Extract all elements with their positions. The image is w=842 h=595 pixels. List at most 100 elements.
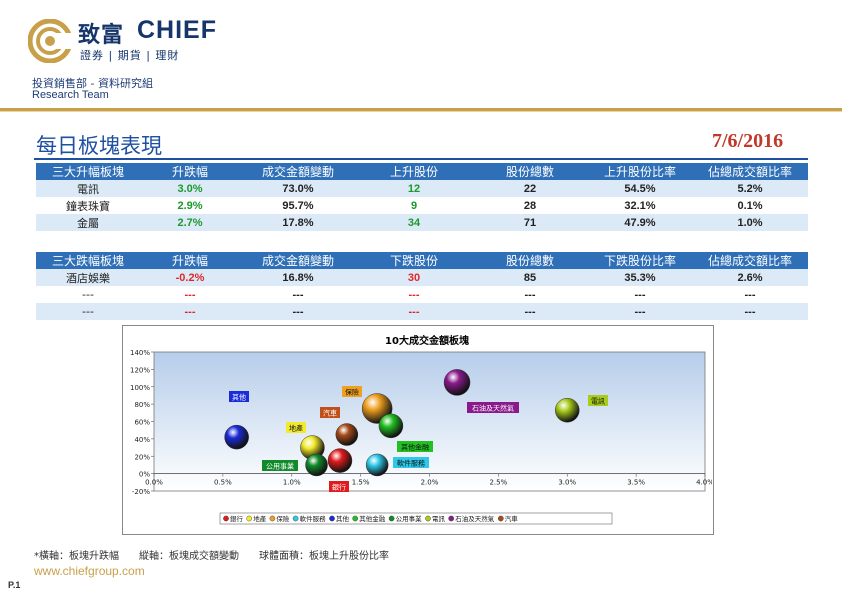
top-losers-table: 三大跌幅板塊 升跌幅 成交金額變動 下跌股份 股份總數 下跌股份比率 佔總成交額… <box>36 252 808 320</box>
column-header: 三大跌幅板塊 <box>36 252 140 269</box>
bubble-label-box <box>262 460 298 471</box>
legend-label: 石油及天然氣 <box>455 514 495 523</box>
table-row: 金屬 2.7% 17.8% 34 71 47.9% 1.0% <box>36 214 808 231</box>
advancing-ratio-cell: 32.1% <box>624 199 656 212</box>
x-tick-label: 4.0% <box>696 479 712 487</box>
page-title: 每日板塊表現 <box>36 134 162 158</box>
declining-count-cell: 30 <box>356 269 472 286</box>
bubble-label-0: 其他 <box>229 391 249 402</box>
turnover-change-cell: 16.8% <box>240 269 356 286</box>
bubble-5 <box>378 413 404 439</box>
page-number: P.1 <box>8 580 21 590</box>
x-tick-label: 3.0% <box>558 479 576 487</box>
website-link[interactable]: www.chiefgroup.com <box>34 564 145 578</box>
bubble-label-text: 軟件服務 <box>397 459 425 468</box>
title-divider <box>34 158 808 160</box>
advancing-ratio-cell: 54.5% <box>588 180 692 197</box>
sector-bubble-chart: 10大成交金額板塊 140% 120% 100% 80% 60% 40% 20% 0% -20%… <box>130 334 712 525</box>
change-cell: 2.9% <box>177 199 203 212</box>
total-count-cell: 85 <box>472 269 588 286</box>
bubble-label-9: 銀行 <box>329 481 349 492</box>
bubble-0 <box>327 448 353 473</box>
total-count-cell: 71 <box>472 214 588 231</box>
column-header: 成交金額變動 <box>240 163 356 180</box>
bubble-label-text: 汽車 <box>323 409 337 418</box>
change-cell: --- <box>184 288 196 301</box>
column-header: 下跌股份 <box>356 252 472 269</box>
advancing-count-cell: 9 <box>410 199 418 212</box>
total-count-cell: --- <box>472 303 588 320</box>
sector-name: 酒店娛樂 <box>36 269 140 286</box>
column-header: 佔總成交額比率 <box>692 163 808 180</box>
column-header: 成交金額變動 <box>240 252 356 269</box>
sector-name: --- <box>36 303 140 320</box>
declining-ratio-cell: --- <box>588 303 692 320</box>
legend-label: 公用事業 <box>396 514 423 523</box>
bubble-label-box <box>329 481 349 492</box>
bubble-label-text: 石油及天然氣 <box>472 404 514 413</box>
column-header: 上升股份 <box>356 163 472 180</box>
legend-marker <box>246 515 252 522</box>
chart-legend <box>219 512 613 525</box>
column-header: 上升股份比率 <box>588 163 692 180</box>
legend-label: 其他 <box>336 514 350 523</box>
column-header: 升跌幅 <box>140 252 240 269</box>
header-divider-light <box>0 111 842 112</box>
top-gainers-table: 三大升幅板塊 升跌幅 成交金額變動 上升股份 股份總數 上升股份比率 佔總成交額… <box>36 163 808 231</box>
turnover-change-cell: 73.0% <box>240 180 356 197</box>
y-tick-label: 60% <box>134 419 150 427</box>
legend-label: 軟件服務 <box>300 514 327 523</box>
table-header-row: 三大跌幅板塊 升跌幅 成交金額變動 下跌股份 股份總數 下跌股份比率 佔總成交額… <box>36 252 808 269</box>
bubble-3 <box>365 453 389 477</box>
sector-name: 鐘表珠寶 <box>66 199 110 213</box>
advancing-ratio-cell: 47.9% <box>588 214 692 231</box>
brand-english-name: CHIEF <box>137 16 217 44</box>
bubble-label-1: 保險 <box>342 386 362 397</box>
legend-marker <box>292 515 299 522</box>
bubble-label-8: 軟件服務 <box>393 457 429 468</box>
declining-count-cell: --- <box>408 288 420 301</box>
bubble-label-box <box>229 391 249 402</box>
x-tick-label: 2.5% <box>489 479 507 487</box>
turnover-share-cell: 0.1% <box>737 199 763 212</box>
bubble-label-box <box>588 395 608 406</box>
bubble-label-text: 其他 <box>232 393 246 402</box>
bubble-label-box <box>320 407 340 418</box>
department-label: 投資銷售部 - 資料研究組 <box>32 77 153 90</box>
bubble-label-7: 公用事業 <box>262 460 298 471</box>
legend-marker <box>352 515 358 522</box>
bubble-label-box <box>286 422 306 433</box>
total-count-cell: 22 <box>472 180 588 197</box>
y-tick-label: 120% <box>130 366 150 374</box>
column-header: 下跌股份比率 <box>588 252 692 269</box>
bubble-8 <box>443 369 471 396</box>
brand-chinese-name: 致富 <box>78 23 125 48</box>
legend-label: 保險 <box>276 514 290 523</box>
column-header: 升跌幅 <box>140 163 240 180</box>
bubble-label-text: 地產 <box>289 424 303 433</box>
table-row: 電訊 3.0% 73.0% 12 22 54.5% 5.2% <box>36 180 808 197</box>
legend-marker <box>388 515 395 522</box>
header-divider <box>0 108 842 111</box>
bubble-label-text: 公用事業 <box>266 462 294 471</box>
turnover-change-cell: --- <box>292 288 304 301</box>
bubble-label-box <box>342 386 362 397</box>
column-header: 佔總成交額比率 <box>692 252 808 269</box>
chief-logo-icon <box>28 19 72 63</box>
bubble-label-2: 石油及天然氣 <box>467 402 519 413</box>
total-count-cell: --- <box>524 288 536 301</box>
bubble-label-box <box>393 457 429 468</box>
bubble-label-6: 其他金融 <box>397 441 433 452</box>
legend-label: 地產 <box>253 514 267 523</box>
column-header: 股份總數 <box>472 252 588 269</box>
turnover-share-cell: --- <box>744 288 756 301</box>
y-tick-label: -20% <box>132 488 150 496</box>
chart-title: 10大成交金額板塊 <box>385 334 469 347</box>
turnover-share-cell: --- <box>692 303 808 320</box>
sector-name: 金屬 <box>36 214 140 231</box>
bubble-6 <box>305 453 328 477</box>
table-row: 鐘表珠寶 2.9% 95.7% 9 28 32.1% 0.1% <box>36 197 808 214</box>
change-cell: 2.7% <box>140 214 240 231</box>
legend-label: 其他金融 <box>359 514 386 523</box>
bubble-label-text: 保險 <box>345 388 359 397</box>
